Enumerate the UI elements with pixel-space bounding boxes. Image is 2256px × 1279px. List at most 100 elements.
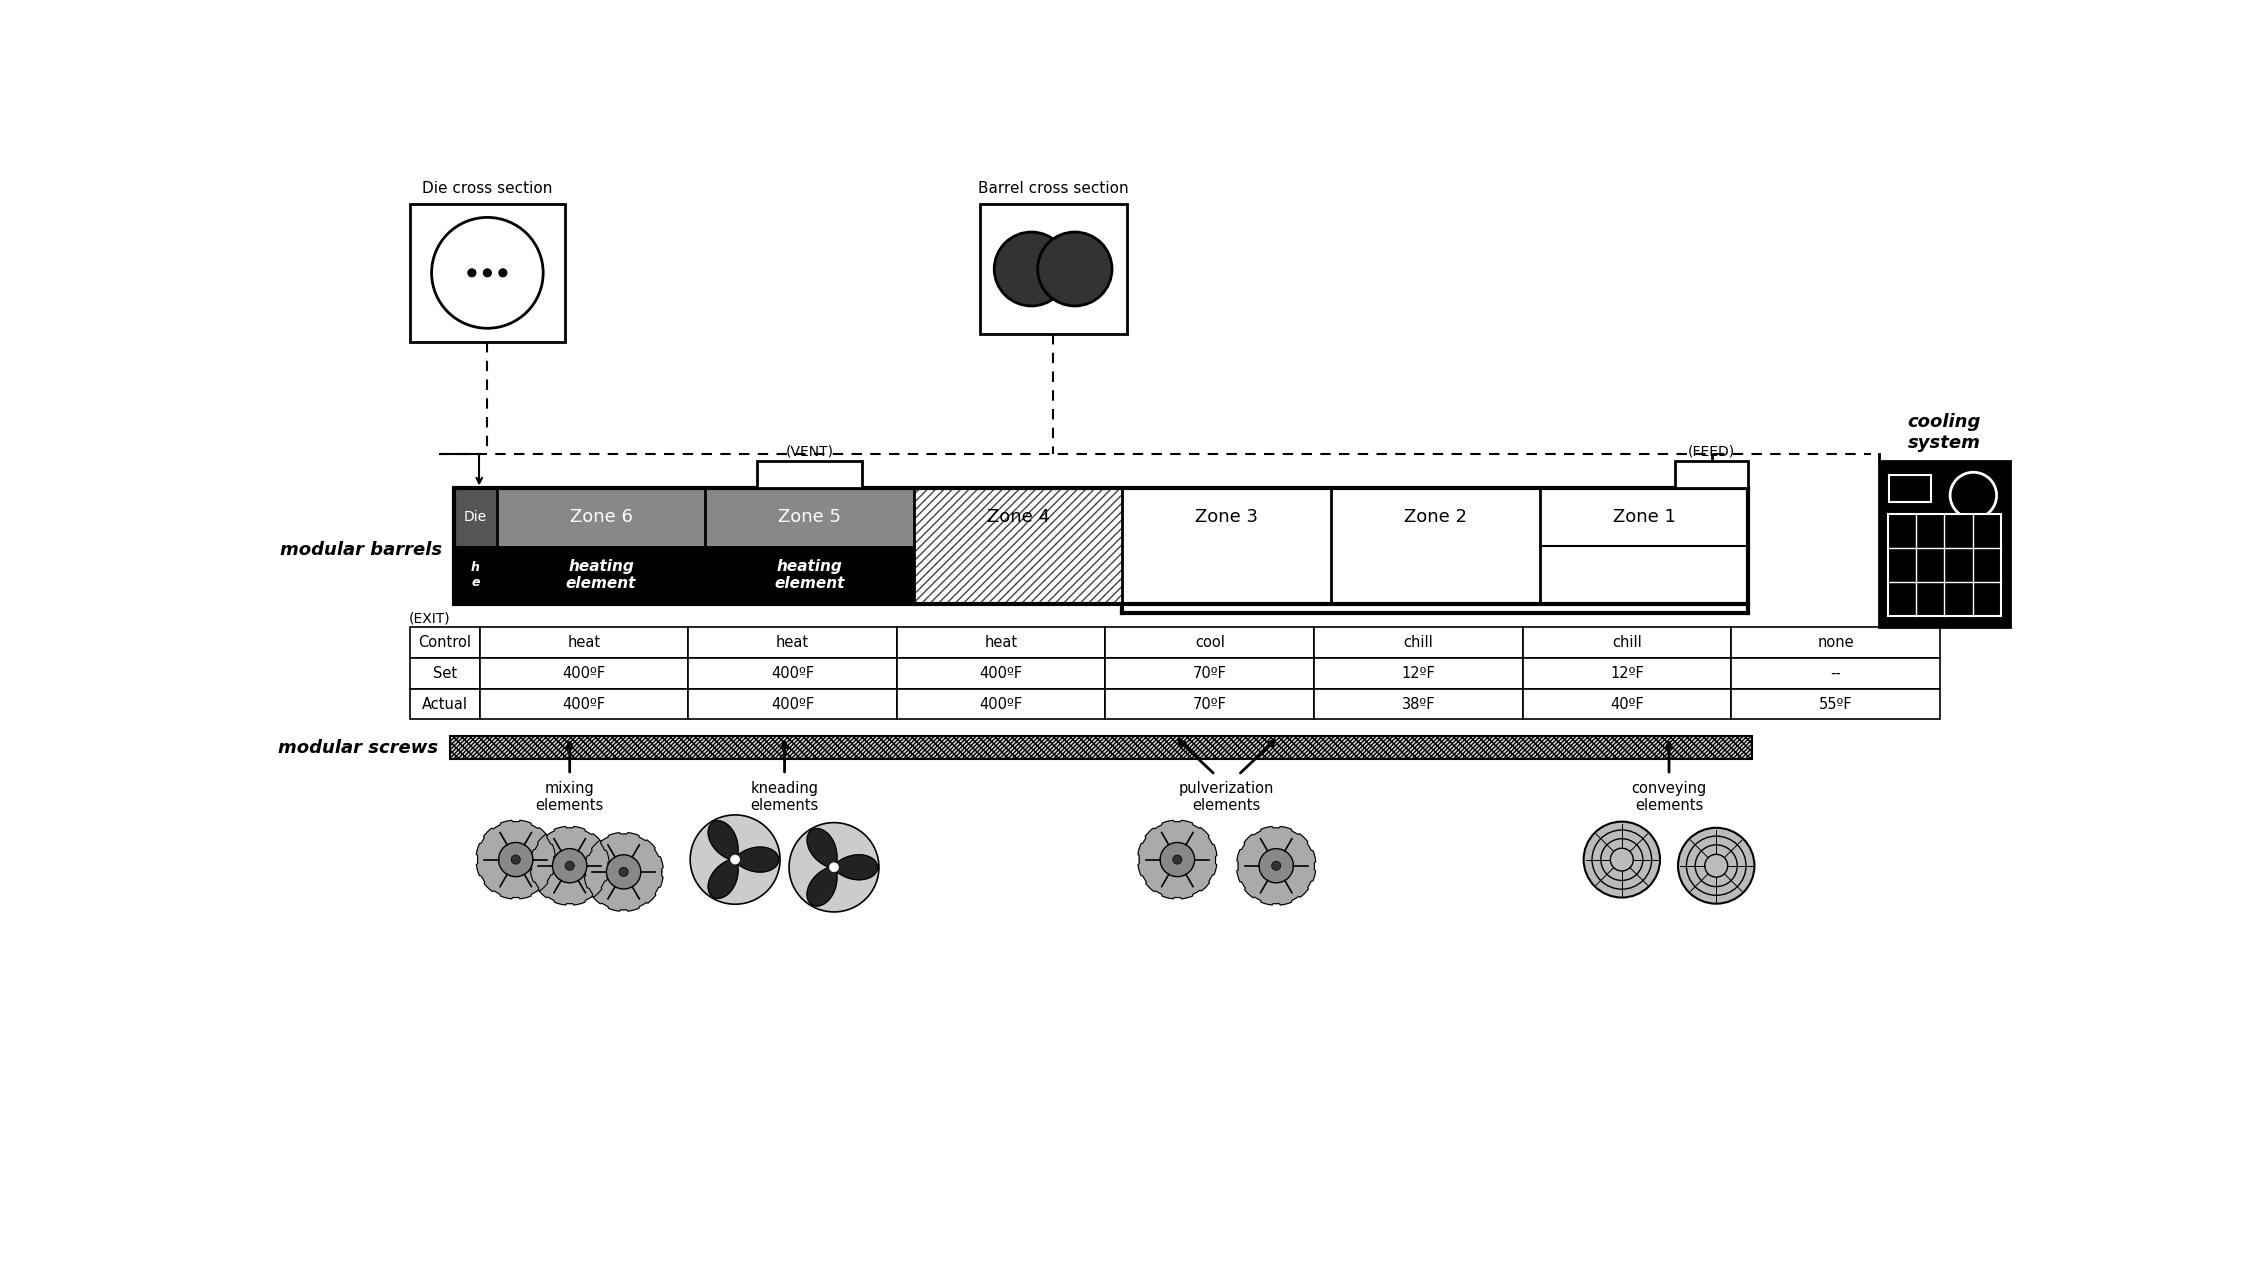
Circle shape [553,849,587,883]
Text: kneading
elements: kneading elements [751,781,819,813]
Text: 70ºF: 70ºF [1193,697,1227,711]
Text: Zone 1: Zone 1 [1613,508,1676,526]
Text: 400ºF: 400ºF [979,697,1022,711]
Circle shape [467,269,476,276]
Text: --: -- [1830,666,1841,680]
Text: chill: chill [1613,634,1642,650]
Text: heat: heat [776,634,810,650]
Text: 70ºF: 70ºF [1193,666,1227,680]
Polygon shape [1236,826,1315,906]
Text: mixing
elements: mixing elements [535,781,605,813]
Text: Control: Control [417,634,472,650]
Text: Zone 4: Zone 4 [986,508,1049,526]
Bar [1523,657,1730,688]
Bar [453,489,496,546]
Bar [688,627,898,657]
Polygon shape [1137,820,1216,899]
Bar [1123,489,1331,604]
Text: cooling
system: cooling system [1909,413,1981,453]
Text: Actual: Actual [422,697,467,711]
Polygon shape [530,826,609,906]
Bar [758,462,862,489]
Text: 12ºF: 12ºF [1611,666,1645,680]
Polygon shape [808,829,878,906]
Circle shape [499,269,508,276]
Bar [1313,657,1523,688]
Bar [496,546,706,604]
Bar [1730,657,1940,688]
Circle shape [1949,472,1997,518]
Text: 400ºF: 400ºF [772,697,814,711]
Text: 400ºF: 400ºF [772,666,814,680]
Circle shape [564,861,575,870]
Text: Barrel cross section: Barrel cross section [977,180,1128,196]
Bar [1888,514,2001,616]
Text: 38ºF: 38ºF [1401,697,1435,711]
Text: Die: Die [465,510,487,524]
Circle shape [483,269,492,276]
Text: Set: Set [433,666,456,680]
Bar [688,688,898,719]
Bar [1313,688,1523,719]
Bar [411,203,564,341]
Bar [481,688,688,719]
Bar [411,657,481,688]
Circle shape [607,854,641,889]
Bar [898,657,1105,688]
Bar [898,688,1105,719]
Bar [451,737,1753,760]
Text: (EXIT): (EXIT) [408,611,451,625]
Text: cool: cool [1196,634,1225,650]
Bar [706,489,914,546]
Bar [1105,688,1313,719]
Text: heating
element: heating element [566,559,636,591]
Bar [1730,627,1940,657]
Circle shape [1584,821,1660,898]
Bar [411,627,481,657]
Circle shape [1259,849,1293,883]
Bar [411,688,481,719]
Bar [481,627,688,657]
Circle shape [995,231,1069,306]
Bar [1730,688,1940,719]
Text: Zone 3: Zone 3 [1196,508,1259,526]
Circle shape [618,867,627,876]
Bar [1523,627,1730,657]
Bar [1888,476,1931,503]
Text: 12ºF: 12ºF [1401,666,1435,680]
Circle shape [431,217,544,329]
Text: Zone 5: Zone 5 [778,508,841,526]
Text: (FEED): (FEED) [1687,444,1735,458]
Bar [1523,688,1730,719]
Text: modular screws: modular screws [277,739,438,757]
Text: 55ºF: 55ºF [1818,697,1852,711]
Bar [1105,627,1313,657]
Text: heating
element: heating element [774,559,844,591]
Text: chill: chill [1403,634,1433,650]
Bar [453,546,496,604]
Text: heat: heat [984,634,1017,650]
Bar [1313,627,1523,657]
Circle shape [499,843,532,876]
Text: (VENT): (VENT) [785,444,832,458]
Bar [1539,489,1748,604]
Text: Die cross section: Die cross section [422,180,553,196]
Circle shape [512,856,521,865]
Polygon shape [476,820,555,899]
Bar [979,203,1126,334]
Bar [481,657,688,688]
Bar [1105,657,1313,688]
Text: 400ºF: 400ºF [562,666,605,680]
Bar [1331,489,1539,604]
Circle shape [1160,843,1193,876]
Circle shape [1173,856,1182,865]
Text: conveying
elements: conveying elements [1631,781,1706,813]
Bar [706,546,914,604]
Text: heat: heat [566,634,600,650]
Circle shape [830,863,839,872]
Bar [1879,462,2010,627]
Bar [1676,462,1748,489]
Circle shape [790,822,880,912]
Bar [898,627,1105,657]
Text: Zone 2: Zone 2 [1403,508,1466,526]
